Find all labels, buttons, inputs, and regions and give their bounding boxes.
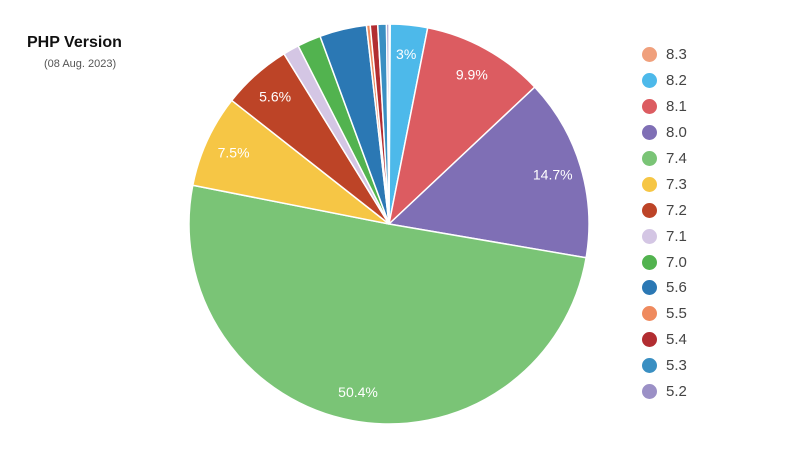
slice-label-8-1: 9.9% bbox=[456, 66, 488, 82]
legend-item-7-2: 7.2 bbox=[642, 197, 687, 223]
legend-item-7-1: 7.1 bbox=[642, 223, 687, 249]
legend-swatch bbox=[642, 280, 657, 296]
slice-label-8-0: 14.7% bbox=[533, 167, 573, 183]
legend-item-7-0: 7.0 bbox=[642, 249, 687, 275]
legend-swatch bbox=[642, 358, 657, 374]
legend-label: 7.4 bbox=[666, 150, 687, 167]
legend-item-7-3: 7.3 bbox=[642, 171, 687, 197]
legend-label: 7.1 bbox=[666, 227, 687, 245]
legend-swatch bbox=[642, 228, 657, 244]
legend-swatch bbox=[642, 125, 657, 141]
legend-label: 5.4 bbox=[666, 331, 687, 349]
slice-label-7-3: 7.5% bbox=[218, 145, 250, 161]
legend-swatch bbox=[642, 332, 657, 348]
slice-label-8-2: 3% bbox=[396, 46, 416, 62]
chart-title: PHP Version bbox=[27, 34, 122, 51]
pie-slice-8-0 bbox=[387, 86, 590, 259]
pie-slice-8-1 bbox=[387, 26, 536, 227]
legend-swatch bbox=[642, 384, 657, 400]
legend-item-7-4: 7.4 bbox=[642, 146, 687, 172]
legend-label: 5.3 bbox=[666, 357, 687, 375]
legend-label: 7.2 bbox=[666, 201, 687, 219]
legend-swatch bbox=[642, 254, 657, 270]
legend-item-8-3: 8.3 bbox=[642, 42, 687, 68]
pie-slice-5-2 bbox=[385, 23, 390, 225]
legend-label: 7.3 bbox=[666, 175, 687, 193]
legend-item-5-4: 5.4 bbox=[642, 327, 687, 353]
legend-item-5-2: 5.2 bbox=[642, 379, 687, 405]
slice-label-7-2: 5.6% bbox=[259, 88, 291, 104]
legend-label: 7.0 bbox=[666, 253, 687, 271]
legend-item-8-2: 8.2 bbox=[642, 68, 687, 94]
legend-label: 5.6 bbox=[666, 279, 687, 297]
legend-swatch bbox=[642, 151, 657, 166]
legend-swatch bbox=[642, 202, 657, 218]
legend-label: 8.2 bbox=[666, 72, 687, 90]
legend-item-5-6: 5.6 bbox=[642, 275, 687, 301]
legend-item-5-5: 5.5 bbox=[642, 301, 687, 327]
legend-swatch bbox=[642, 99, 657, 115]
slice-label-7-4: 50.4% bbox=[338, 384, 378, 400]
legend-item-8-1: 8.1 bbox=[642, 94, 687, 120]
legend-item-8-0: 8.0 bbox=[642, 120, 687, 146]
legend-item-5-3: 5.3 bbox=[642, 353, 687, 379]
pie-slice-7-4 bbox=[188, 184, 587, 425]
legend-swatch bbox=[642, 47, 657, 63]
legend-label: 8.1 bbox=[666, 98, 687, 116]
legend-swatch bbox=[642, 73, 657, 89]
legend-swatch bbox=[642, 306, 657, 322]
legend-label: 5.2 bbox=[666, 383, 687, 401]
legend-label: 8.3 bbox=[666, 46, 687, 64]
chart-legend: 8.3 8.2 8.1 8.0 7.4 7.3 7.2 7.1 7.0 5.6 5.5 5.4 5.3 5… bbox=[642, 42, 687, 404]
chart-subtitle: (08 Aug. 2023) bbox=[44, 58, 117, 70]
legend-label: 8.0 bbox=[666, 124, 687, 142]
legend-label: 5.5 bbox=[666, 305, 687, 323]
legend-swatch bbox=[642, 176, 657, 192]
